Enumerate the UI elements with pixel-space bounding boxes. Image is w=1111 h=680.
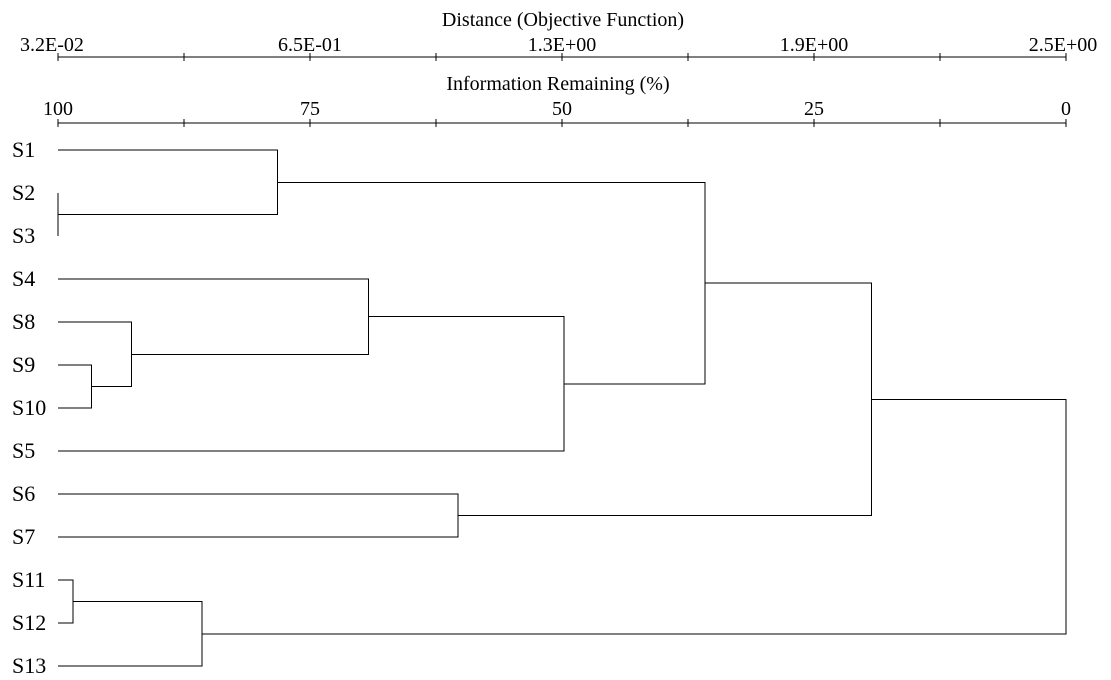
information-axis: 100 75 50 25 0	[43, 98, 1071, 127]
leaf-label-s12: S12	[12, 610, 46, 635]
cluster-link-m2	[58, 579, 74, 624]
distance-tick-label: 1.9E+00	[780, 34, 849, 56]
leaf-label-s11: S11	[12, 567, 45, 592]
distance-axis-title: Distance (Objective Function)	[442, 9, 684, 31]
cluster-link-m12	[202, 398, 1067, 635]
leaf-label-s1: S1	[12, 137, 35, 162]
information-tick-label: 75	[300, 98, 320, 120]
leaf-label-s4: S4	[12, 266, 35, 291]
leaf-label-s3: S3	[12, 223, 35, 248]
cluster-link-m10	[277, 181, 706, 385]
cluster-link-m8	[58, 493, 459, 538]
cluster-link-m7	[58, 278, 369, 355]
information-axis-title: Information Remaining (%)	[446, 73, 669, 95]
cluster-link-m3	[58, 364, 92, 409]
leaf-label-s7: S7	[12, 524, 35, 549]
leaf-label-s5: S5	[12, 438, 35, 463]
cluster-link-m11	[458, 282, 872, 516]
dendrogram-tree	[57, 149, 1067, 667]
distance-tick-label: 1.3E+00	[528, 34, 597, 56]
cluster-link-m9	[58, 316, 565, 452]
distance-tick-label: 3.2E-02	[20, 34, 84, 56]
cluster-link-m5	[58, 601, 203, 667]
information-tick-label: 0	[1061, 98, 1071, 120]
distance-axis: 3.2E-02 6.5E-01 1.3E+00 1.9E+00 2.5E+00	[20, 34, 1097, 61]
cluster-link-m4	[58, 321, 133, 387]
distance-tick-label: 6.5E-01	[278, 34, 342, 56]
information-tick-label: 25	[804, 98, 824, 120]
leaf-labels: S1 S2 S3 S4 S8 S9 S10 S5 S6 S7 S11 S12 S13	[12, 137, 46, 678]
cluster-link-m6	[58, 149, 279, 215]
distance-tick-label: 2.5E+00	[1029, 34, 1098, 56]
information-tick-label: 50	[552, 98, 572, 120]
leaf-label-s2: S2	[12, 180, 35, 205]
information-tick-label: 100	[43, 98, 73, 120]
leaf-label-s6: S6	[12, 481, 35, 506]
leaf-label-s8: S8	[12, 309, 35, 334]
leaf-label-s9: S9	[12, 352, 35, 377]
leaf-label-s13: S13	[12, 653, 46, 678]
leaf-label-s10: S10	[12, 395, 46, 420]
